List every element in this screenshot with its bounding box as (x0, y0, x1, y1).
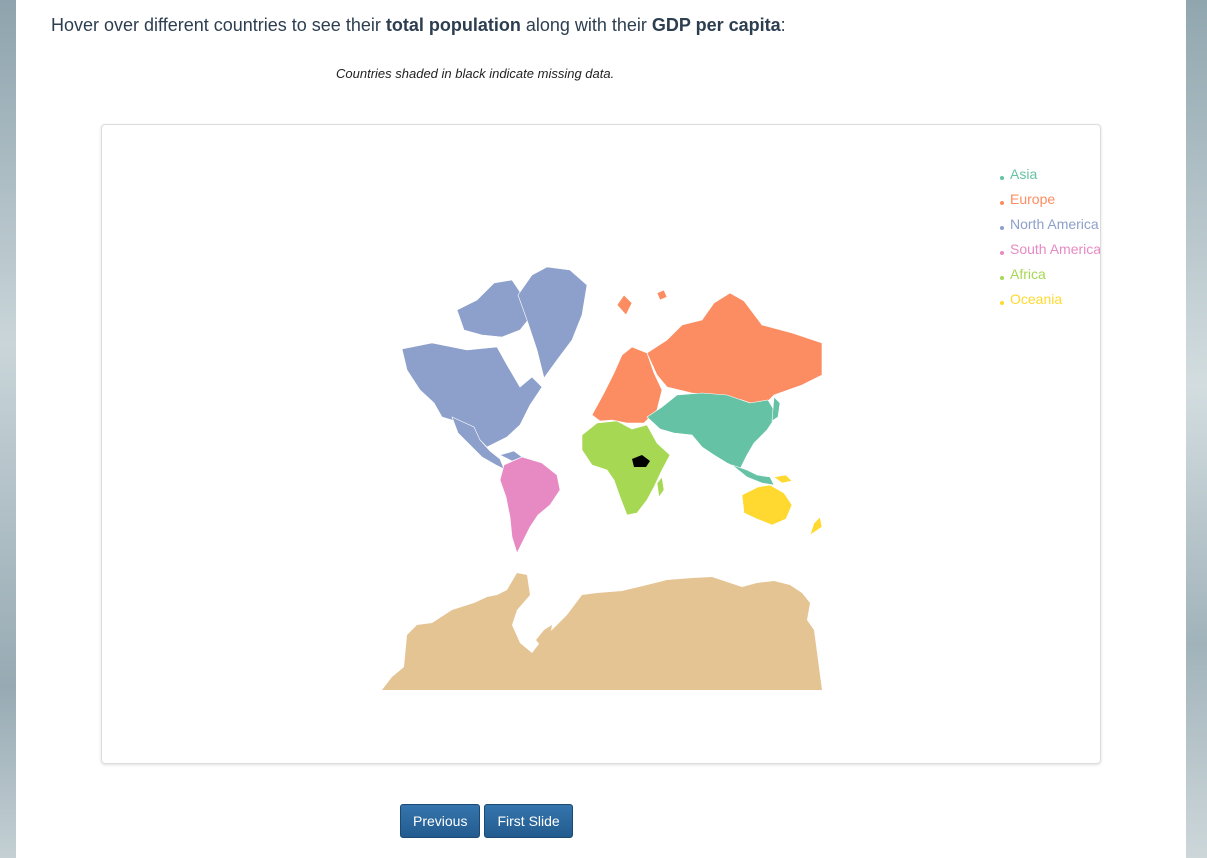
world-map (382, 266, 823, 690)
world-map-card: Asia Europe North America South America Afri… (101, 124, 1101, 764)
slide-page: Hover over different countries to see th… (16, 0, 1186, 858)
legend-label: Africa (1010, 265, 1046, 282)
intro-bold-gdp: GDP per capita (651, 15, 781, 35)
country-region-greenland[interactable] (517, 266, 588, 379)
legend-dot-icon (1000, 275, 1004, 280)
legend-item-europe: Europe (1000, 186, 1100, 211)
legend-item-oceania: Oceania (1000, 286, 1100, 311)
legend-item-africa: Africa (1000, 261, 1100, 286)
slide-navigation: Previous First Slide (400, 804, 573, 838)
legend-dot-icon (1000, 250, 1004, 255)
legend-dot-icon (1000, 175, 1004, 180)
legend-dot-icon (1000, 300, 1004, 305)
intro-prefix: Hover over different countries to see th… (51, 15, 386, 35)
legend-dot-icon (1000, 200, 1004, 205)
country-region-new-zealand[interactable] (809, 516, 823, 536)
antarctica-island (536, 625, 552, 645)
country-region-antarctica[interactable] (382, 573, 822, 690)
country-region-japan[interactable] (771, 396, 781, 422)
country-region-australia[interactable] (741, 484, 793, 526)
background-left-strip (0, 0, 16, 858)
country-region-papua[interactable] (773, 474, 793, 484)
country-region-russia[interactable] (646, 292, 823, 408)
country-region-canadian-islands[interactable] (456, 279, 533, 338)
country-region-europe[interactable] (591, 346, 663, 424)
background-right-strip (1186, 0, 1207, 858)
country-region-madagascar[interactable] (656, 476, 665, 498)
intro-text: Hover over different countries to see th… (51, 15, 786, 36)
country-missing-data[interactable] (632, 455, 650, 467)
legend-label: Europe (1010, 190, 1056, 207)
legend-label: South America (1010, 240, 1101, 257)
continent-legend: Asia Europe North America South America Afri… (1000, 161, 1101, 311)
legend-dot-icon (1000, 225, 1004, 230)
legend-label: North America (1010, 215, 1099, 232)
country-region-scandinavia-islands[interactable] (616, 289, 668, 316)
intro-middle: along with their (520, 15, 652, 35)
country-region-asia[interactable] (646, 392, 778, 470)
legend-item-north-america: North America (1000, 211, 1100, 236)
missing-data-note: Countries shaded in black indicate missi… (336, 66, 615, 81)
first-slide-button[interactable]: First Slide (484, 804, 573, 838)
legend-item-asia: Asia (1000, 161, 1100, 186)
country-region-north-america[interactable] (401, 342, 543, 448)
previous-button[interactable]: Previous (400, 804, 481, 838)
legend-item-south-america: South America (1000, 236, 1101, 261)
country-region-south-america[interactable] (499, 456, 561, 554)
intro-suffix: : (780, 15, 786, 35)
legend-label: Oceania (1010, 290, 1063, 307)
legend-label: Asia (1010, 165, 1038, 182)
country-region-southeast-asia[interactable] (731, 464, 775, 486)
country-region-africa[interactable] (581, 420, 671, 516)
intro-bold-population: total population (385, 15, 521, 35)
